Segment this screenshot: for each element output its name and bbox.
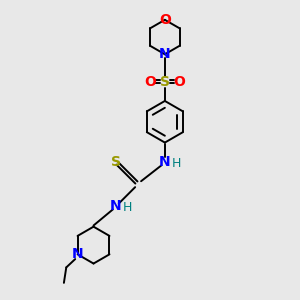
Text: S: S <box>160 75 170 88</box>
Text: H: H <box>172 157 181 169</box>
Text: N: N <box>72 247 83 261</box>
Text: O: O <box>159 13 171 27</box>
Text: O: O <box>173 75 185 88</box>
Text: N: N <box>110 200 122 214</box>
Text: H: H <box>122 201 132 214</box>
Text: N: N <box>159 47 171 61</box>
Text: N: N <box>159 155 171 169</box>
Text: O: O <box>145 75 157 88</box>
Text: S: S <box>111 155 121 169</box>
